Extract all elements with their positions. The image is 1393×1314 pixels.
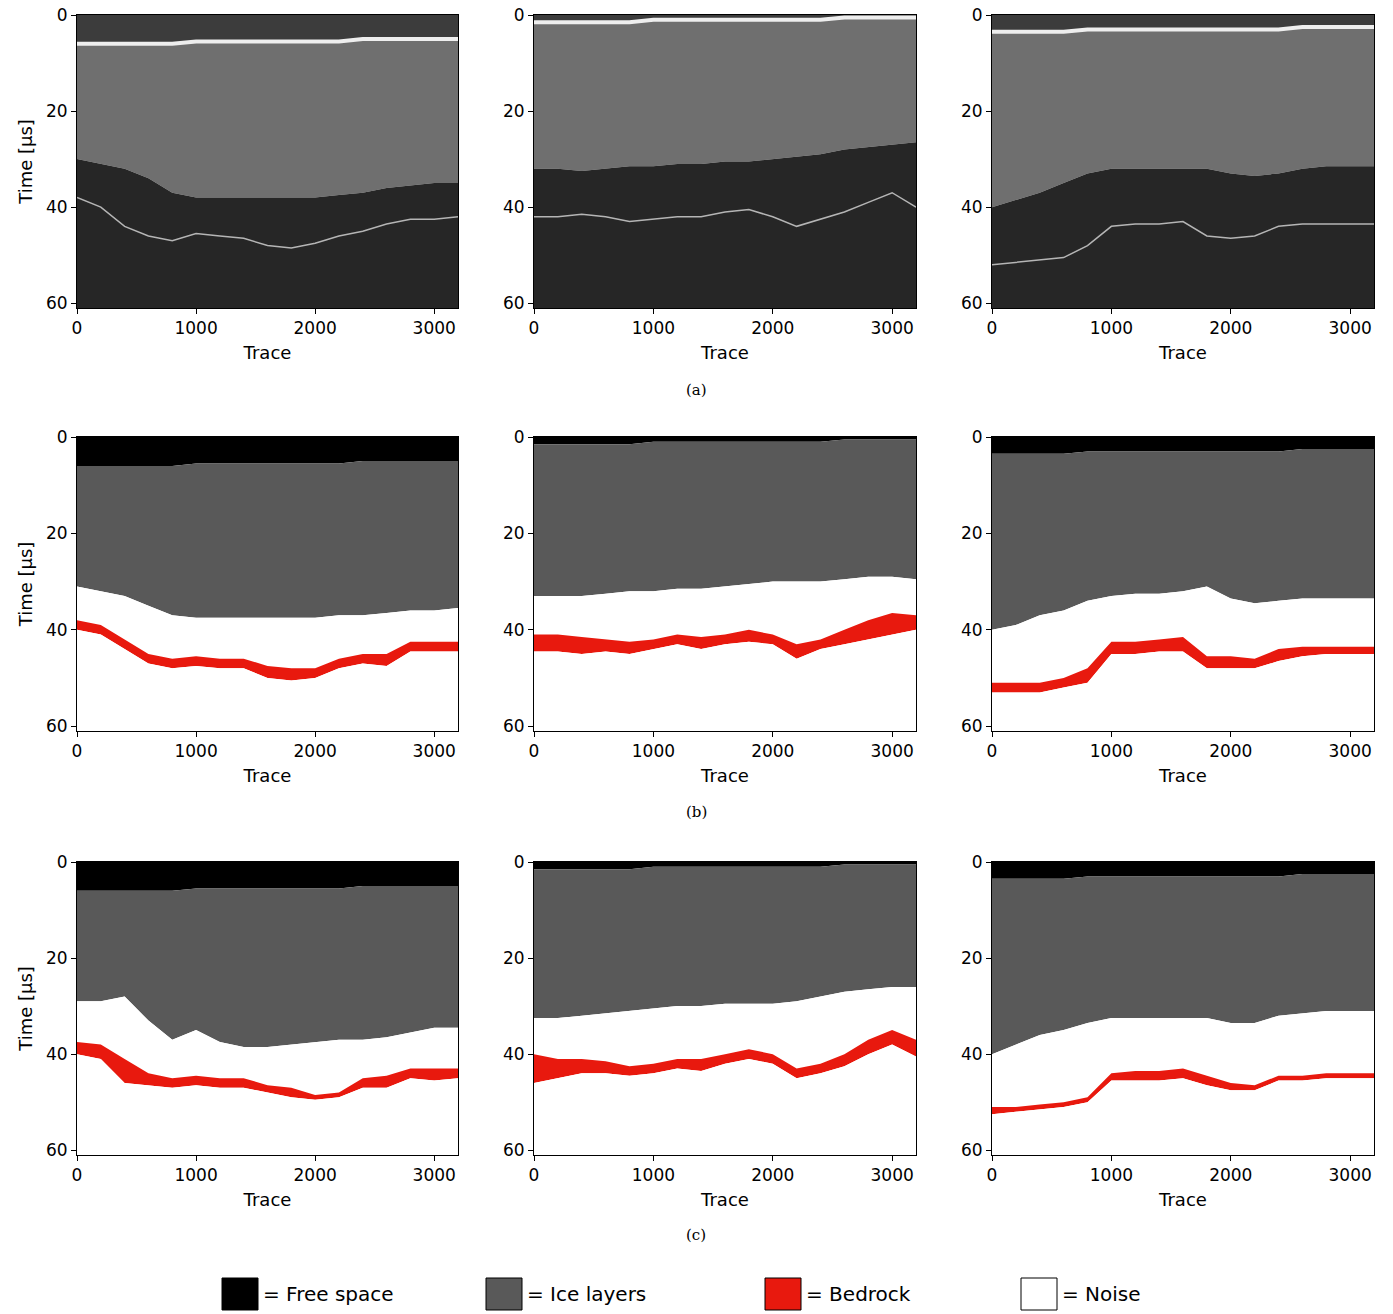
svg-text:(c): (c): [686, 1226, 706, 1244]
svg-text:= Bedrock: = Bedrock: [806, 1282, 911, 1306]
svg-text:0: 0: [514, 427, 525, 447]
svg-text:60: 60: [46, 716, 68, 736]
svg-text:3000: 3000: [1328, 318, 1371, 338]
svg-text:Time [µs]: Time [µs]: [15, 119, 36, 205]
svg-text:Time [µs]: Time [µs]: [15, 542, 36, 628]
svg-text:2000: 2000: [1209, 318, 1252, 338]
svg-text:Trace: Trace: [1158, 342, 1207, 363]
svg-text:60: 60: [961, 716, 983, 736]
svg-text:0: 0: [57, 5, 68, 25]
svg-text:20: 20: [961, 101, 983, 121]
svg-text:= Noise: = Noise: [1062, 1282, 1141, 1306]
svg-text:2000: 2000: [751, 741, 794, 761]
svg-text:20: 20: [503, 523, 525, 543]
svg-text:2000: 2000: [293, 1165, 336, 1185]
svg-text:0: 0: [529, 318, 540, 338]
svg-text:0: 0: [514, 852, 525, 872]
svg-text:0: 0: [972, 852, 983, 872]
svg-text:20: 20: [503, 101, 525, 121]
svg-text:0: 0: [72, 1165, 83, 1185]
svg-text:3000: 3000: [1328, 741, 1371, 761]
svg-text:0: 0: [72, 318, 83, 338]
svg-text:40: 40: [503, 197, 525, 217]
svg-text:40: 40: [46, 620, 68, 640]
svg-text:2000: 2000: [293, 741, 336, 761]
svg-text:40: 40: [46, 1044, 68, 1064]
svg-text:2000: 2000: [1209, 741, 1252, 761]
svg-text:40: 40: [961, 1044, 983, 1064]
svg-text:Trace: Trace: [1158, 765, 1207, 786]
svg-text:20: 20: [46, 101, 68, 121]
svg-text:20: 20: [503, 948, 525, 968]
svg-text:Trace: Trace: [243, 342, 292, 363]
svg-text:= Free space: = Free space: [263, 1282, 394, 1306]
svg-text:0: 0: [514, 5, 525, 25]
svg-text:40: 40: [961, 197, 983, 217]
svg-text:60: 60: [503, 293, 525, 313]
svg-text:2000: 2000: [751, 1165, 794, 1185]
svg-text:0: 0: [529, 741, 540, 761]
svg-text:1000: 1000: [1090, 1165, 1133, 1185]
svg-text:1000: 1000: [632, 741, 675, 761]
svg-text:Trace: Trace: [243, 765, 292, 786]
svg-text:Trace: Trace: [700, 1189, 749, 1210]
svg-text:0: 0: [987, 318, 998, 338]
svg-text:3000: 3000: [870, 741, 913, 761]
svg-text:3000: 3000: [870, 1165, 913, 1185]
svg-text:20: 20: [46, 948, 68, 968]
svg-text:2000: 2000: [293, 318, 336, 338]
svg-text:(a): (a): [686, 381, 707, 399]
svg-text:0: 0: [987, 741, 998, 761]
svg-text:Time [µs]: Time [µs]: [15, 966, 36, 1052]
svg-text:Trace: Trace: [1158, 1189, 1207, 1210]
svg-text:1000: 1000: [174, 1165, 217, 1185]
svg-text:0: 0: [972, 5, 983, 25]
svg-text:(b): (b): [686, 803, 707, 821]
svg-text:Trace: Trace: [243, 1189, 292, 1210]
svg-text:0: 0: [57, 427, 68, 447]
svg-text:3000: 3000: [413, 1165, 456, 1185]
svg-text:60: 60: [46, 1140, 68, 1160]
svg-text:60: 60: [46, 293, 68, 313]
svg-text:40: 40: [503, 620, 525, 640]
svg-text:1000: 1000: [632, 318, 675, 338]
svg-text:= Ice layers: = Ice layers: [527, 1282, 646, 1306]
svg-text:40: 40: [46, 197, 68, 217]
svg-text:Trace: Trace: [700, 765, 749, 786]
svg-text:3000: 3000: [1328, 1165, 1371, 1185]
svg-text:1000: 1000: [1090, 318, 1133, 338]
svg-text:20: 20: [961, 523, 983, 543]
svg-text:2000: 2000: [1209, 1165, 1252, 1185]
svg-text:0: 0: [987, 1165, 998, 1185]
svg-text:Trace: Trace: [700, 342, 749, 363]
svg-text:60: 60: [961, 293, 983, 313]
svg-text:20: 20: [46, 523, 68, 543]
svg-text:1000: 1000: [174, 741, 217, 761]
svg-text:3000: 3000: [413, 741, 456, 761]
svg-text:0: 0: [972, 427, 983, 447]
svg-text:2000: 2000: [751, 318, 794, 338]
svg-text:3000: 3000: [413, 318, 456, 338]
svg-text:0: 0: [57, 852, 68, 872]
svg-text:1000: 1000: [632, 1165, 675, 1185]
svg-text:40: 40: [503, 1044, 525, 1064]
svg-text:0: 0: [72, 741, 83, 761]
svg-text:60: 60: [503, 716, 525, 736]
svg-text:60: 60: [961, 1140, 983, 1160]
svg-text:0: 0: [529, 1165, 540, 1185]
svg-text:1000: 1000: [174, 318, 217, 338]
svg-text:20: 20: [961, 948, 983, 968]
svg-text:40: 40: [961, 620, 983, 640]
svg-text:1000: 1000: [1090, 741, 1133, 761]
svg-text:60: 60: [503, 1140, 525, 1160]
svg-text:3000: 3000: [870, 318, 913, 338]
